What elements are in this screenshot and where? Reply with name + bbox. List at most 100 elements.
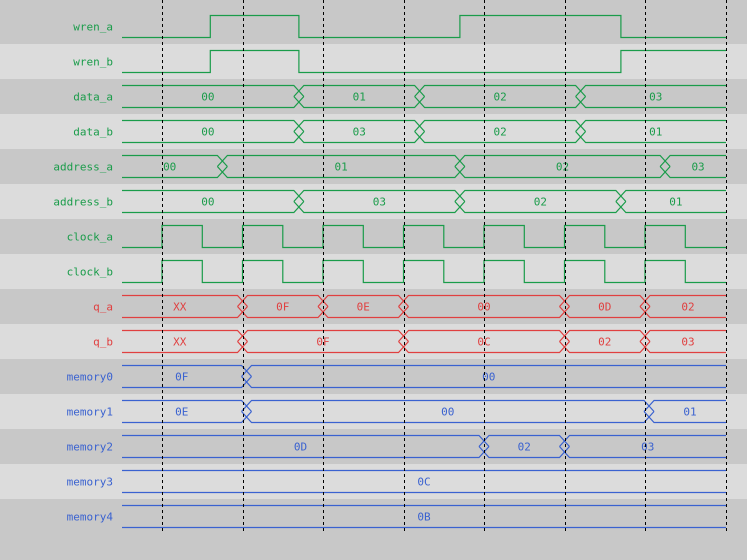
- row-band: [0, 44, 747, 79]
- bus-edge: [659, 154, 726, 167]
- signal-label-memory2[interactable]: memory2: [67, 441, 113, 454]
- bus-value-address_b-0[interactable]: 00: [201, 196, 214, 209]
- bus-value-q_a-0[interactable]: XX: [173, 301, 187, 314]
- bus-edge: [639, 329, 726, 342]
- waveform-clock_b[interactable]: [122, 259, 726, 284]
- bus-edge: [639, 306, 726, 319]
- signal-label-wren_a[interactable]: wren_a: [73, 21, 113, 34]
- signal-label-data_b[interactable]: data_b: [73, 126, 113, 139]
- bus-edge: [122, 201, 305, 214]
- bus-value-data_a-0[interactable]: 00: [201, 91, 214, 104]
- signal-label-memory3[interactable]: memory3: [67, 476, 113, 489]
- signal-label-address_b[interactable]: address_b: [53, 196, 113, 209]
- bus-edge: [122, 166, 228, 179]
- bus-edge: [575, 119, 726, 132]
- bus-edge: [559, 446, 726, 459]
- bus-value-address_a-0[interactable]: 00: [163, 161, 176, 174]
- gridlines: [162, 0, 727, 534]
- bus-edge: [659, 166, 726, 179]
- row-band: [0, 184, 747, 219]
- row-band: [0, 79, 747, 114]
- row-band: [0, 324, 747, 359]
- bus-edge: [122, 341, 248, 354]
- signal-label-memory1[interactable]: memory1: [67, 406, 113, 419]
- bus-value-memory3-0[interactable]: 0C: [417, 476, 430, 489]
- row-bands: [0, 9, 747, 534]
- bus-value-q_b-4[interactable]: 03: [681, 336, 694, 349]
- signal-label-memory0[interactable]: memory0: [67, 371, 113, 384]
- bus-value-address_b-1[interactable]: 03: [373, 196, 386, 209]
- bus-value-data_b-0[interactable]: 00: [201, 126, 214, 139]
- signal-label-address_a[interactable]: address_a: [53, 161, 113, 174]
- bus-edge: [122, 434, 490, 447]
- bus-edge: [122, 189, 305, 202]
- waveform-clock_a[interactable]: [122, 224, 726, 249]
- bus-edge: [615, 189, 726, 202]
- bus-edge: [122, 329, 248, 342]
- bus-edge: [615, 201, 726, 214]
- bus-edge: [122, 119, 305, 132]
- bus-value-memory1-1[interactable]: 00: [441, 406, 454, 419]
- bus-edge: [122, 96, 305, 109]
- bus-value-q_b-3[interactable]: 02: [598, 336, 611, 349]
- waveform-wren_b[interactable]: [122, 49, 726, 74]
- bus-edge: [559, 434, 726, 447]
- bus-value-q_a-5[interactable]: 02: [681, 301, 694, 314]
- bus-value-q_a-1[interactable]: 0F: [276, 301, 289, 314]
- row-band: [0, 9, 747, 44]
- signal-label-q_b[interactable]: q_b: [93, 336, 113, 349]
- row-band: [0, 219, 747, 254]
- bus-value-data_a-1[interactable]: 01: [353, 91, 366, 104]
- signal-label-q_a[interactable]: q_a: [93, 301, 113, 314]
- bus-edge: [122, 84, 305, 97]
- signal-label-data_a[interactable]: data_a: [73, 91, 113, 104]
- bus-value-data_a-3[interactable]: 03: [649, 91, 662, 104]
- bus-value-address_a-2[interactable]: 02: [556, 161, 569, 174]
- bus-value-memory1-2[interactable]: 01: [683, 406, 696, 419]
- bus-value-memory1-0[interactable]: 0E: [175, 406, 188, 419]
- row-band: [0, 359, 747, 394]
- bus-value-memory2-0[interactable]: 0D: [294, 441, 307, 454]
- bus-value-memory2-2[interactable]: 03: [641, 441, 654, 454]
- row-band: [0, 499, 747, 534]
- bus-value-address_a-1[interactable]: 01: [334, 161, 347, 174]
- bus-edge: [575, 96, 726, 109]
- bus-edge: [241, 376, 726, 389]
- row-band: [0, 464, 747, 499]
- signal-label-clock_a[interactable]: clock_a: [67, 231, 113, 244]
- bus-value-q_b-0[interactable]: XX: [173, 336, 187, 349]
- bus-edge: [639, 294, 726, 307]
- signal-label-memory4[interactable]: memory4: [67, 511, 114, 524]
- bus-edge: [575, 131, 726, 144]
- bus-value-memory4-0[interactable]: 0B: [417, 511, 431, 524]
- bus-edge: [122, 411, 252, 424]
- bus-value-address_b-3[interactable]: 01: [669, 196, 682, 209]
- row-band: [0, 429, 747, 464]
- row-band: [0, 254, 747, 289]
- bus-edge: [122, 446, 490, 459]
- bus-value-q_a-2[interactable]: 0E: [357, 301, 370, 314]
- bus-value-data_b-2[interactable]: 02: [493, 126, 506, 139]
- bus-edge: [122, 376, 252, 389]
- bus-edge: [575, 84, 726, 97]
- bus-edge: [122, 154, 228, 167]
- bus-value-memory0-0[interactable]: 0F: [175, 371, 188, 384]
- bus-value-q_a-4[interactable]: 0D: [598, 301, 611, 314]
- waveform-wren_a[interactable]: [122, 14, 726, 39]
- bus-value-data_b-1[interactable]: 03: [353, 126, 366, 139]
- bus-edge: [241, 364, 726, 377]
- bus-value-data_a-2[interactable]: 02: [493, 91, 506, 104]
- bus-edge: [643, 411, 726, 424]
- bus-edge: [639, 341, 726, 354]
- bus-edge: [643, 399, 726, 412]
- bus-value-address_b-2[interactable]: 02: [534, 196, 547, 209]
- bus-value-address_a-3[interactable]: 03: [691, 161, 704, 174]
- signal-label-clock_b[interactable]: clock_b: [67, 266, 113, 279]
- signal-label-wren_b[interactable]: wren_b: [73, 56, 113, 69]
- bus-value-memory2-1[interactable]: 02: [518, 441, 531, 454]
- bus-value-memory0-1[interactable]: 00: [482, 371, 495, 384]
- bus-value-data_b-3[interactable]: 01: [649, 126, 662, 139]
- row-band: [0, 289, 747, 324]
